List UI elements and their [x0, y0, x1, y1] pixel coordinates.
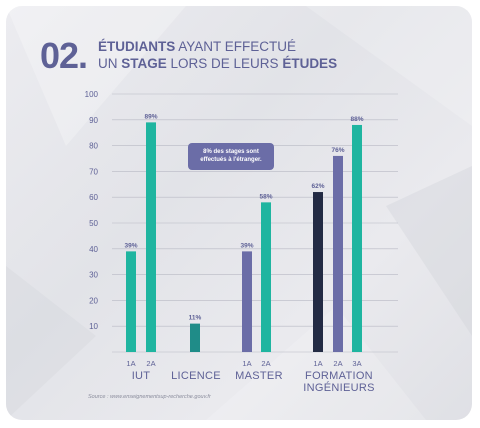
bar-category-label: 2A	[146, 359, 155, 368]
bar-category-label: 3A	[352, 359, 361, 368]
bar	[333, 155, 343, 352]
bar	[126, 251, 136, 352]
bar-category-label: 1A	[242, 359, 251, 368]
bar-category-label: 2A	[261, 359, 270, 368]
bar-category-label: 1A	[126, 359, 135, 368]
y-tick-label: 80	[89, 142, 98, 151]
y-tick-label: 10	[89, 322, 98, 331]
bar	[261, 202, 271, 352]
y-tick-label: 90	[89, 116, 98, 125]
bar-value-label: 58%	[259, 193, 272, 200]
title-line2-mid: LORS DE LEURS	[166, 56, 283, 71]
bar	[190, 323, 200, 352]
section-number: 02.	[40, 35, 88, 76]
bar-value-label: 76%	[331, 147, 344, 154]
title-word-etudes: ÉTUDES	[282, 56, 338, 71]
y-tick-label: 20	[89, 296, 98, 305]
bar	[352, 124, 362, 353]
y-tick-label: 40	[89, 245, 98, 254]
bar-category-label: 2A	[333, 359, 342, 368]
y-tick-label: 50	[89, 219, 98, 228]
bar-value-label: 11%	[189, 315, 202, 322]
bar-value-label: 39%	[240, 242, 253, 249]
group-label: IUT	[131, 370, 151, 382]
y-tick-label: 60	[89, 193, 98, 202]
y-tick-label: 100	[85, 90, 99, 99]
bar	[146, 122, 156, 352]
group-label: FORMATION INGÉNIEURS	[303, 370, 375, 394]
chart-title: ÉTUDIANTS AYANT EFFECTUÉ UN STAGE LORS D…	[98, 38, 337, 72]
title-word-etudiants: ÉTUDIANTS	[98, 39, 176, 54]
group-label: LICENCE	[171, 370, 221, 382]
title-word-stage: STAGE	[121, 56, 167, 71]
bar-value-label: 89%	[144, 113, 157, 120]
source-note: Source : www.enseignementsup-recherche.g…	[88, 394, 211, 400]
title-line1-rest: AYANT EFFECTUÉ	[175, 39, 297, 54]
y-tick-label: 70	[89, 167, 98, 176]
bar-value-label: 62%	[311, 183, 324, 190]
bar	[313, 192, 323, 352]
title-line2-start: UN	[98, 56, 122, 71]
bar-category-label: 1A	[313, 359, 322, 368]
callout-box: 8% des stages sont effectués à l'étrange…	[188, 143, 274, 170]
bar	[242, 251, 252, 352]
y-tick-label: 30	[89, 271, 98, 280]
bar-value-label: 39%	[124, 242, 137, 249]
group-label: MASTER	[235, 370, 283, 382]
bar-value-label: 88%	[350, 116, 363, 123]
